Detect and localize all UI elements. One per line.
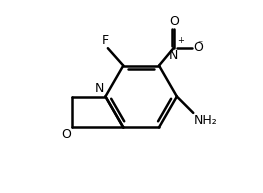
Text: N: N xyxy=(169,49,179,62)
Text: N: N xyxy=(95,82,104,95)
Text: O: O xyxy=(61,128,71,141)
Text: O: O xyxy=(169,14,179,28)
Text: O: O xyxy=(193,41,203,54)
Text: F: F xyxy=(102,34,109,47)
Text: ⁻: ⁻ xyxy=(197,39,202,49)
Text: NH₂: NH₂ xyxy=(194,114,218,127)
Text: +: + xyxy=(177,36,184,45)
